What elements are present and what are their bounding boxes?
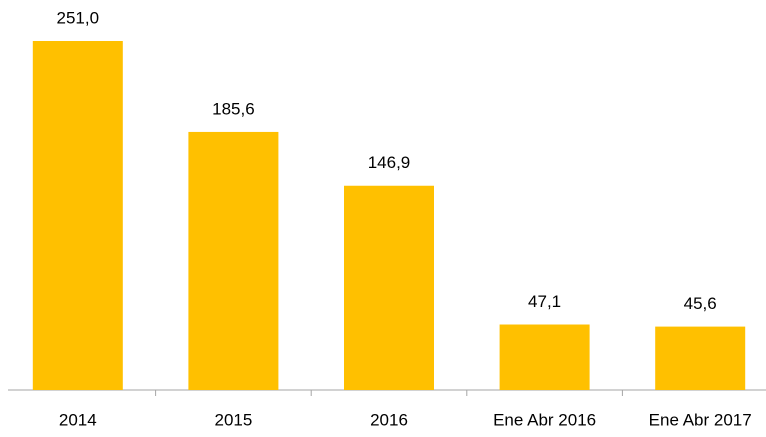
bar xyxy=(344,185,434,390)
bar xyxy=(188,131,279,390)
bar xyxy=(32,41,123,390)
bar xyxy=(655,326,746,390)
data-label: 47,1 xyxy=(528,292,561,311)
data-label: 185,6 xyxy=(212,99,255,118)
x-tick-label: 2015 xyxy=(214,410,252,429)
data-label: 45,6 xyxy=(684,294,717,313)
bar xyxy=(499,324,590,390)
data-label: 146,9 xyxy=(368,153,411,172)
x-tick-label: 2016 xyxy=(370,410,408,429)
data-label: 251,0 xyxy=(57,8,100,27)
x-tick-label: Ene Abr 2016 xyxy=(493,410,596,429)
x-tick-label: 2014 xyxy=(59,410,97,429)
x-tick-label: Ene Abr 2017 xyxy=(649,410,752,429)
